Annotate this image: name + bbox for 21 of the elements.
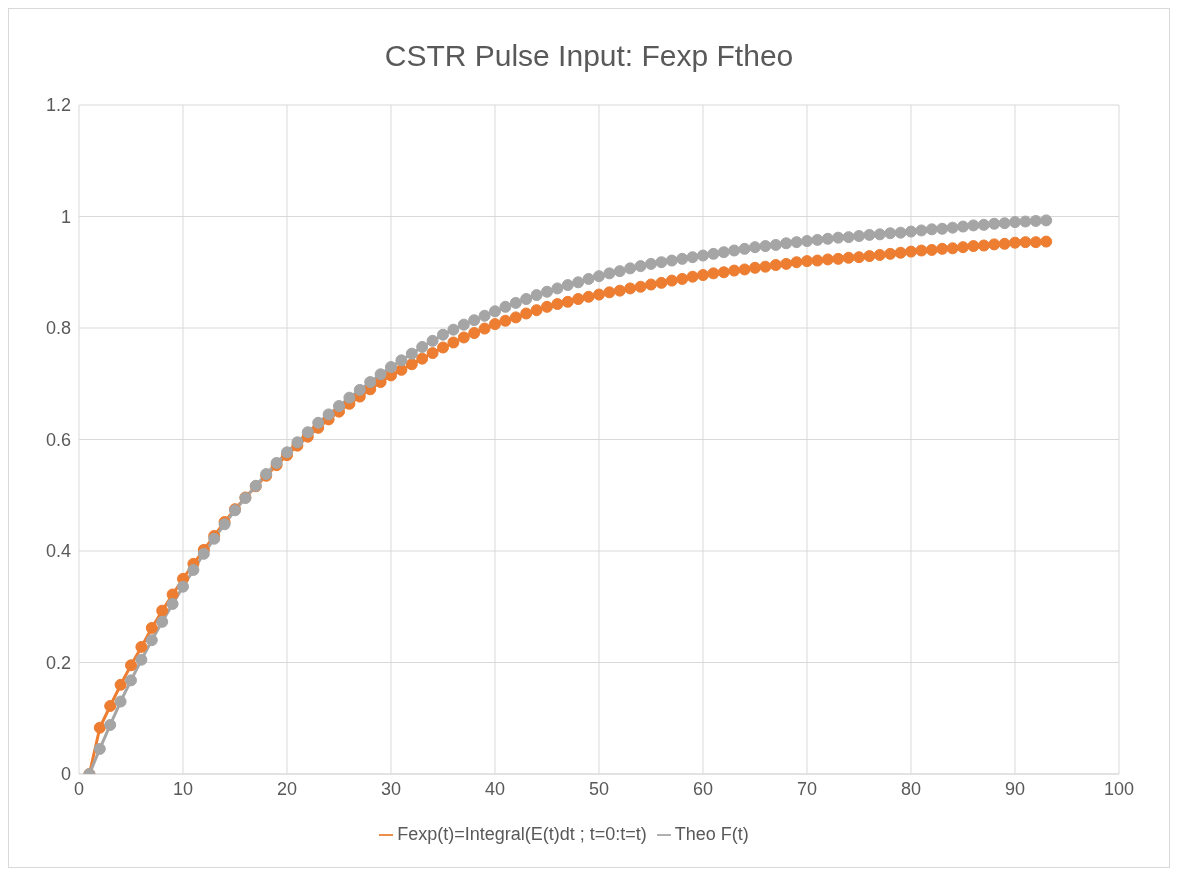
chart-title: CSTR Pulse Input: Fexp Ftheo (383, 38, 795, 74)
x-tick-label: 80 (900, 778, 922, 799)
x-tick-label: 30 (380, 778, 402, 799)
x-tick-label: 0 (73, 778, 85, 799)
y-tick-label: 0.4 (45, 541, 71, 562)
y-tick-label: 0 (60, 764, 71, 785)
x-tick-label: 60 (692, 778, 714, 799)
y-tick-label: 0.8 (45, 318, 71, 339)
y-tick-label: 0.6 (45, 429, 71, 450)
legend-label: Theo F(t) (674, 824, 749, 844)
y-tick-label: 0.2 (45, 652, 71, 673)
x-tick-label: 40 (484, 778, 506, 799)
y-tick-label: 1 (60, 206, 71, 227)
x-tick-label: 10 (172, 778, 194, 799)
y-tick-label: 1.2 (45, 95, 71, 116)
x-tick-label: 70 (796, 778, 818, 799)
x-tick-label: 90 (1004, 778, 1026, 799)
x-tick-label: 20 (276, 778, 298, 799)
x-tick-label: 100 (1103, 778, 1135, 799)
x-tick-label: 50 (588, 778, 610, 799)
legend-label: Fexp(t)=Integral(E(t)dt ; t=0:t=t) (397, 824, 647, 844)
